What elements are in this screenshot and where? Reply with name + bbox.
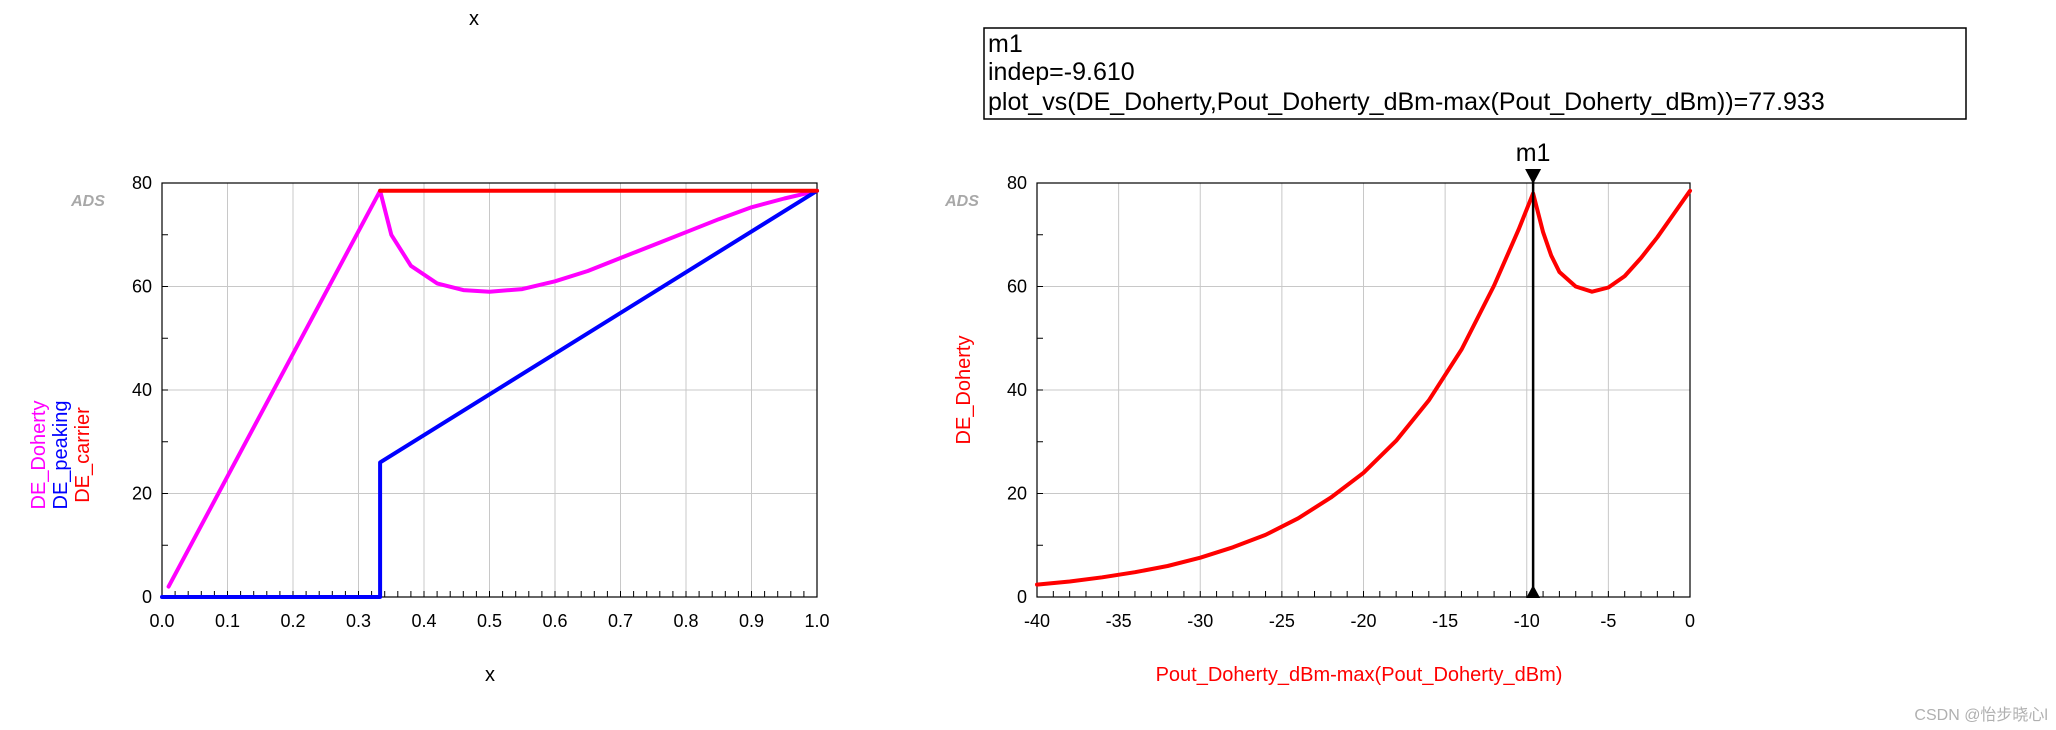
x-tick-label: 0.8 [673,611,698,631]
marker-readout-value: plot_vs(DE_Doherty,Pout_Doherty_dBm-max(… [988,88,1825,116]
x-tick-label: 0.6 [542,611,567,631]
x-tick-label: 0.1 [215,611,240,631]
x-tick-label: 0.3 [346,611,371,631]
y-axis-labels: DE_Doherty DE_peaking DE_carrier [28,401,94,510]
series-line-de-peaking [160,188,819,599]
marker-readout-box [983,27,1967,120]
x-tick-labels: -40 -35 -30 -25 -20 -15 -10 -5 0 [1024,611,1695,631]
x-tick-label: -30 [1187,611,1213,631]
series-line-de-doherty [1035,188,1692,587]
x-tick-label: 0.9 [739,611,764,631]
marker-m1[interactable]: m1 [1516,139,1551,598]
y-tick-label: 40 [1007,380,1027,400]
x-tick-label: -40 [1024,611,1050,631]
y-tick-label: 0 [142,587,152,607]
grid [161,182,818,598]
x-tick-label: 1.0 [804,611,829,631]
y-tick-label: 40 [132,380,152,400]
y-tick-label: 20 [1007,484,1027,504]
y-tick-label: 80 [1007,173,1027,193]
series-group [160,188,819,599]
y-tick-label: 80 [132,173,152,193]
marker-head-triangle[interactable] [1525,169,1542,184]
marker-readout-name: m1 [988,30,1023,58]
grid [1036,182,1691,598]
top-label: x [469,8,479,30]
x-tick-labels: 0.0 0.1 0.2 0.3 0.4 0.5 0.6 0.7 0.8 0.9 1.0 [149,611,829,631]
x-axis-label: Pout_Doherty_dBm-max(Pout_Doherty_dBm) [1156,664,1563,686]
y-axis-label-de-carrier: DE_carrier [72,407,94,503]
x-tick-label: -15 [1432,611,1458,631]
x-tick-label: 0.7 [608,611,633,631]
marker-label: m1 [1516,139,1551,167]
y-axis-label-de-doherty: DE_Doherty [28,401,50,510]
x-tick-label: -25 [1269,611,1295,631]
x-tick-label: 0.2 [280,611,305,631]
chart-left: x ADS 0.0 0.1 0.2 0.3 0.4 0.5 0.6 0.7 0.8 0.9 1.0 … [28,8,830,686]
x-tick-label: 0 [1685,611,1695,631]
footer-credit: CSDN @怡步晓心l [1914,706,2048,724]
x-tick-label: -5 [1600,611,1616,631]
y-axis-label-de-peaking: DE_peaking [50,401,72,510]
axes [161,182,818,598]
x-axis-label: x [485,664,495,686]
ads-watermark: ADS [70,193,105,210]
x-tick-label: -10 [1514,611,1540,631]
series-line-de-doherty [166,188,819,589]
y-tick-label: 20 [132,484,152,504]
y-tick-labels: 0 20 40 60 80 [1007,173,1027,607]
ads-watermark: ADS [944,193,979,210]
series-group [1035,188,1692,587]
marker-foot-triangle [1526,585,1541,598]
y-axis-label: DE_Doherty [953,336,975,445]
x-tick-label: 0.0 [149,611,174,631]
y-tick-label: 60 [132,277,152,297]
marker-readout-indep: indep=-9.610 [988,58,1135,86]
y-tick-labels: 0 20 40 60 80 [132,173,152,607]
y-tick-label: 0 [1017,587,1027,607]
x-tick-label: -35 [1106,611,1132,631]
x-tick-label: 0.5 [477,611,502,631]
axes [1036,182,1691,598]
y-tick-label: 60 [1007,277,1027,297]
x-tick-label: -20 [1350,611,1376,631]
x-tick-label: 0.4 [411,611,436,631]
chart-right: m1 indep=-9.610 plot_vs(DE_Doherty,Pout_… [944,27,1967,686]
